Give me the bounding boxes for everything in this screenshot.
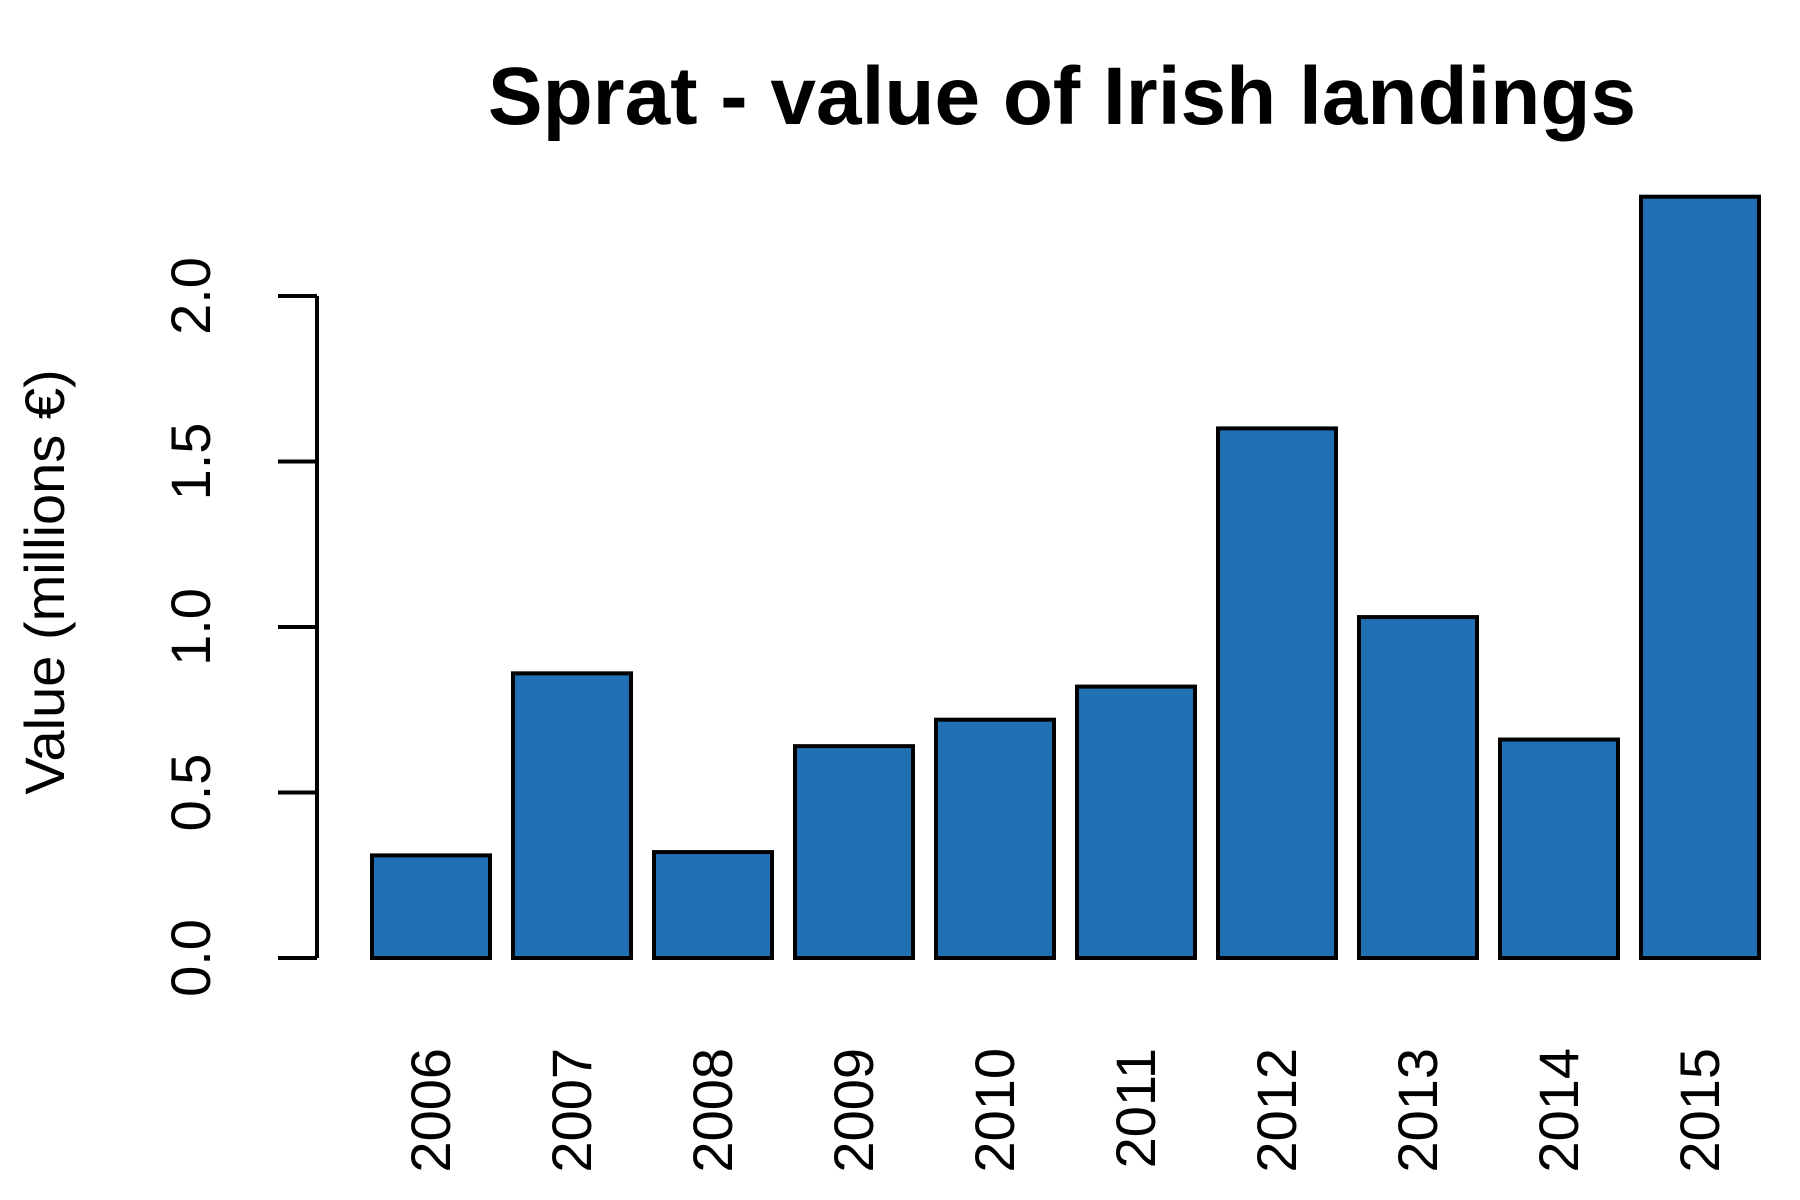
y-tick-label: 1.5	[159, 423, 222, 501]
bar-2009	[793, 744, 915, 960]
x-tick-label: 2015	[1668, 1048, 1731, 1173]
y-tick-label: 0.5	[159, 754, 222, 832]
bar-2011	[1075, 684, 1197, 961]
x-tick-label: 2007	[540, 1048, 603, 1173]
bar-2012	[1216, 426, 1338, 960]
x-tick-label: 2009	[822, 1048, 885, 1173]
x-tick-label: 2013	[1386, 1048, 1449, 1173]
x-tick-label: 2012	[1245, 1048, 1308, 1173]
y-axis-label: Value (millions €)	[13, 369, 76, 794]
y-ticks: 0.0 0.5 1.0 1.5 2.0	[159, 257, 317, 997]
x-tick-label: 2011	[1104, 1048, 1167, 1168]
y-tick-label: 2.0	[159, 257, 222, 335]
bar-2015	[1639, 194, 1761, 960]
bar-2013	[1357, 615, 1479, 960]
bar-2014	[1498, 737, 1620, 960]
bar-2008	[652, 850, 774, 961]
chart-title: Sprat - value of Irish landings	[488, 51, 1636, 142]
x-tick-label: 2014	[1527, 1048, 1590, 1173]
x-tick-labels: 2006 2007 2008 2009 2010 2011 2012 2013 2014 2015	[399, 1048, 1731, 1173]
x-tick-label: 2006	[399, 1048, 462, 1173]
y-tick-label: 0.0	[159, 919, 222, 997]
bars	[370, 194, 1761, 961]
x-tick-label: 2008	[681, 1048, 744, 1173]
y-tick-label: 1.0	[159, 588, 222, 666]
bar-2010	[934, 717, 1056, 960]
bar-2006	[370, 853, 492, 961]
bar-2007	[511, 671, 633, 961]
x-tick-label: 2010	[963, 1048, 1026, 1173]
